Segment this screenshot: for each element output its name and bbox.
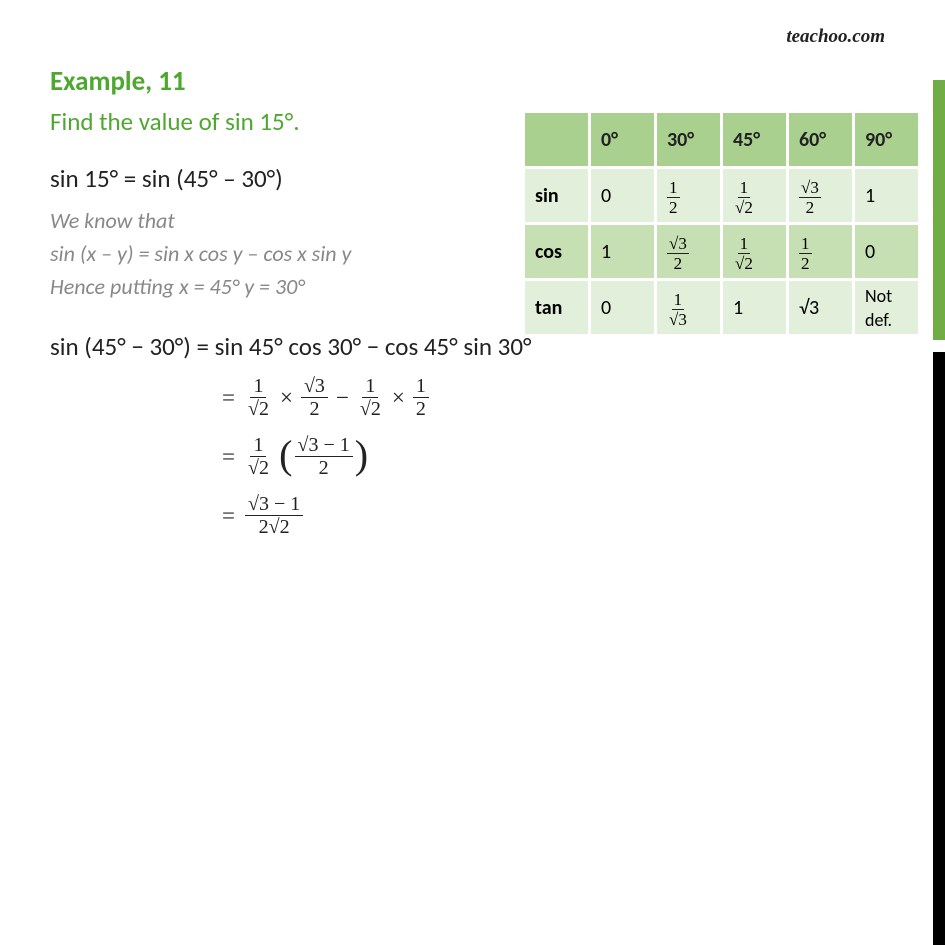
table-cell: Notdef. [854, 280, 920, 336]
row-label: sin [524, 168, 590, 224]
calc-line-2: = 1√2 ( √3 − 12 ) [222, 433, 915, 480]
calc-line-3: = √3 − 12√2 [222, 494, 915, 537]
table-cell: √3 [788, 280, 854, 336]
table-cell: 1 [590, 224, 656, 280]
table-header-cell [524, 112, 590, 168]
table-cell: 1√2 [722, 224, 788, 280]
table-cell: 1 [722, 280, 788, 336]
table-header-cell: 90° [854, 112, 920, 168]
row-label: cos [524, 224, 590, 280]
table-cell: √32 [656, 224, 722, 280]
table-cell: 0 [590, 280, 656, 336]
table-header-row: 0°30°45°60°90° [524, 112, 920, 168]
table-cell: 1√3 [656, 280, 722, 336]
trig-values-table: 0°30°45°60°90° sin0121√2√321cos1√321√212… [522, 110, 921, 337]
calc-line-1: = 1√2 × √32 − 1√2 × 12 [222, 376, 915, 419]
table-header-cell: 60° [788, 112, 854, 168]
table-cell: 12 [656, 168, 722, 224]
table-cell: 12 [788, 224, 854, 280]
table-header-cell: 30° [656, 112, 722, 168]
table-cell: 0 [590, 168, 656, 224]
table-cell: 0 [854, 224, 920, 280]
example-number: Example, 11 [50, 65, 915, 98]
table-row: sin0121√2√321 [524, 168, 920, 224]
calculation-block: = 1√2 × √32 − 1√2 × 12 = 1√2 ( √3 − 12 )… [222, 376, 915, 537]
table-header-cell: 45° [722, 112, 788, 168]
table-cell: √32 [788, 168, 854, 224]
table-cell: 1 [854, 168, 920, 224]
row-label: tan [524, 280, 590, 336]
table-header-cell: 0° [590, 112, 656, 168]
table-cell: 1√2 [722, 168, 788, 224]
table-row: tan01√31√3Notdef. [524, 280, 920, 336]
table-row: cos1√321√2120 [524, 224, 920, 280]
